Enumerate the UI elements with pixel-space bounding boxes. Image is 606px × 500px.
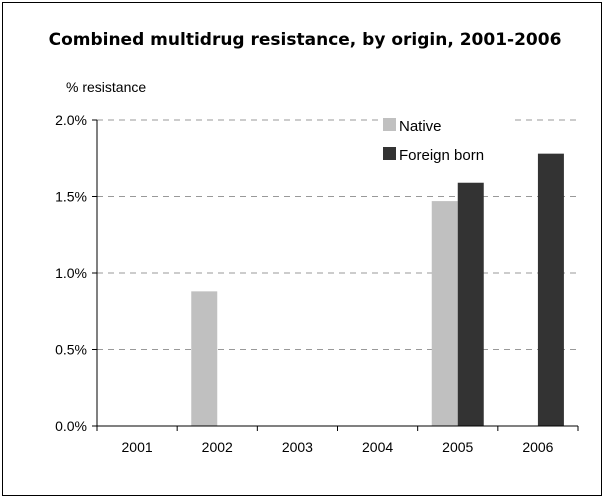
x-tick-label: 2002 — [202, 439, 233, 455]
chart-title: Combined multidrug resistance, by origin… — [49, 30, 562, 50]
y-axis-label: % resistance — [66, 79, 146, 95]
axes — [92, 119, 579, 431]
y-tick-labels: 0.0% 0.5% 1.0% 1.5% 2.0% — [55, 112, 87, 434]
x-tick-label: 2003 — [282, 439, 313, 455]
bar-native-2002 — [191, 291, 218, 426]
bars — [191, 153, 564, 426]
x-tick-label: 2006 — [522, 439, 553, 455]
y-tick-label: 2.0% — [55, 112, 87, 128]
x-tick-labels: 2001 2002 2003 2004 2005 2006 — [122, 439, 554, 455]
y-tick-label: 0.5% — [55, 342, 87, 358]
legend-swatch — [383, 147, 396, 160]
legend-label: Foreign born — [399, 147, 484, 164]
legend-swatch — [383, 118, 396, 131]
y-tick-label: 1.5% — [55, 189, 87, 205]
x-tick-label: 2005 — [442, 439, 473, 455]
legend-background — [379, 114, 514, 136]
bar-native-2005 — [431, 201, 458, 426]
legend-background — [379, 143, 514, 165]
x-tick-label: 2004 — [362, 439, 393, 455]
chart-frame — [2, 2, 602, 496]
legend: Native Foreign born — [379, 114, 514, 165]
bar-foreign-born-2006 — [537, 153, 564, 426]
x-tick-label: 2001 — [122, 439, 153, 455]
y-tick-label: 1.0% — [55, 265, 87, 281]
y-tick-label: 0.0% — [55, 418, 87, 434]
legend-label: Native — [399, 118, 442, 135]
bar-foreign-born-2005 — [457, 182, 484, 426]
